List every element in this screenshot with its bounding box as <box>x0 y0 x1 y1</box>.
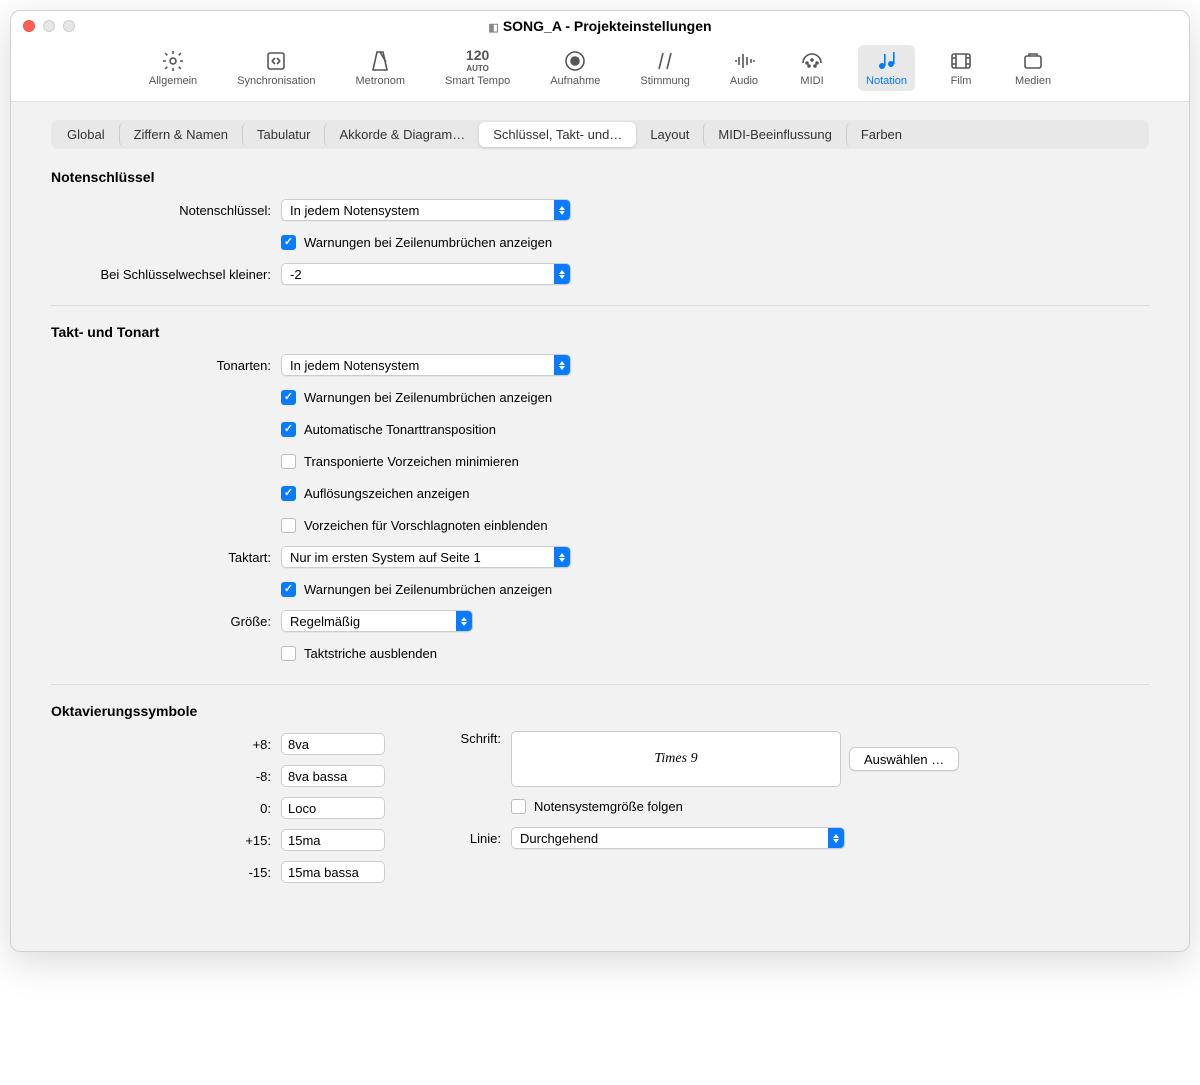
line-label: Linie: <box>445 831 511 846</box>
zoom-icon[interactable] <box>63 20 75 32</box>
film-icon <box>947 49 975 73</box>
key-cb4[interactable] <box>281 486 296 501</box>
media-icon <box>1019 49 1047 73</box>
close-icon[interactable] <box>23 20 35 32</box>
midi-icon <box>798 49 826 73</box>
toolbar-allgemein[interactable]: Allgemein <box>141 45 205 91</box>
notation-icon <box>873 49 901 73</box>
divider <box>51 305 1149 306</box>
oct-m8-field[interactable]: 8va bassa <box>281 765 385 787</box>
toolbar-smart-tempo[interactable]: 120AUTO Smart Tempo <box>437 45 518 91</box>
timesig-label: Taktart: <box>51 550 281 565</box>
toolbar-metronom[interactable]: Metronom <box>347 45 413 91</box>
oct-0-field[interactable]: Loco <box>281 797 385 819</box>
section-oct-title: Oktavierungssymbole <box>51 703 1149 719</box>
chevron-updown-icon <box>828 828 844 848</box>
divider <box>51 684 1149 685</box>
content-area: Global Ziffern & Namen Tabulatur Akkorde… <box>11 102 1189 951</box>
clef-smaller-select[interactable]: -2 <box>281 263 571 285</box>
oct-m15-field[interactable]: 15ma bassa <box>281 861 385 883</box>
audio-icon <box>730 49 758 73</box>
subtab-bar: Global Ziffern & Namen Tabulatur Akkorde… <box>51 120 1149 149</box>
minimize-icon[interactable] <box>43 20 55 32</box>
toolbar-film[interactable]: Film <box>939 45 983 91</box>
sync-icon <box>262 49 290 73</box>
line-select[interactable]: Durchgehend <box>511 827 845 849</box>
subtab-midi-beeinflussung[interactable]: MIDI-Beeinflussung <box>703 122 845 147</box>
key-cb3[interactable] <box>281 454 296 469</box>
chevron-updown-icon <box>554 547 570 567</box>
font-preview: Times 9 <box>511 731 841 787</box>
key-cb5[interactable] <box>281 518 296 533</box>
chevron-updown-icon <box>554 200 570 220</box>
traffic-lights <box>23 20 75 32</box>
clef-warn-label: Warnungen bei Zeilenumbrüchen anzeigen <box>304 235 552 250</box>
titlebar: ◧SONG_A - Projekteinstellungen <box>11 11 1189 41</box>
toolbar-stimmung[interactable]: Stimmung <box>632 45 698 91</box>
keysig-label: Tonarten: <box>51 358 281 373</box>
size-select[interactable]: Regelmäßig <box>281 610 473 632</box>
font-label: Schrift: <box>445 731 511 746</box>
settings-window: ◧SONG_A - Projekteinstellungen Allgemein… <box>10 10 1190 952</box>
window-title: ◧SONG_A - Projekteinstellungen <box>11 18 1189 34</box>
subtab-layout[interactable]: Layout <box>636 122 703 147</box>
choose-font-button[interactable]: Auswählen … <box>849 747 959 771</box>
subtab-tabulatur[interactable]: Tabulatur <box>242 122 324 147</box>
timesig-select[interactable]: Nur im ersten System auf Seite 1 <box>281 546 571 568</box>
key-cb2[interactable] <box>281 422 296 437</box>
clef-label: Notenschlüssel: <box>51 203 281 218</box>
size-label: Größe: <box>51 614 281 629</box>
subtab-global[interactable]: Global <box>53 122 119 147</box>
record-icon <box>561 49 589 73</box>
subtab-schluessel[interactable]: Schlüssel, Takt- und… <box>479 122 636 147</box>
toolbar-sync[interactable]: Synchronisation <box>229 45 323 91</box>
keysig-select[interactable]: In jedem Notensystem <box>281 354 571 376</box>
clef-warn-checkbox[interactable] <box>281 235 296 250</box>
key-cb1[interactable] <box>281 390 296 405</box>
toolbar-notation[interactable]: Notation <box>858 45 915 91</box>
main-toolbar: Allgemein Synchronisation Metronom 120AU… <box>11 41 1189 102</box>
follow-size-checkbox[interactable] <box>511 799 526 814</box>
metronome-icon <box>366 49 394 73</box>
toolbar-aufnahme[interactable]: Aufnahme <box>542 45 608 91</box>
smart-tempo-icon: 120AUTO <box>464 49 492 73</box>
chevron-updown-icon <box>554 264 570 284</box>
chevron-updown-icon <box>456 611 472 631</box>
section-key-title: Takt- und Tonart <box>51 324 1149 340</box>
section-clef-title: Notenschlüssel <box>51 169 1149 185</box>
subtab-farben[interactable]: Farben <box>846 122 916 147</box>
tuning-icon <box>651 49 679 73</box>
clef-select[interactable]: In jedem Notensystem <box>281 199 571 221</box>
toolbar-midi[interactable]: MIDI <box>790 45 834 91</box>
gear-icon <box>159 49 187 73</box>
subtab-ziffern[interactable]: Ziffern & Namen <box>119 122 242 147</box>
chevron-updown-icon <box>554 355 570 375</box>
oct-p15-field[interactable]: 15ma <box>281 829 385 851</box>
toolbar-medien[interactable]: Medien <box>1007 45 1059 91</box>
toolbar-audio[interactable]: Audio <box>722 45 766 91</box>
key-cb6[interactable] <box>281 582 296 597</box>
subtab-akkorde[interactable]: Akkorde & Diagram… <box>324 122 479 147</box>
clef-smaller-label: Bei Schlüsselwechsel kleiner: <box>51 267 281 282</box>
proxy-icon: ◧ <box>488 22 498 34</box>
key-cb7[interactable] <box>281 646 296 661</box>
oct-p8-field[interactable]: 8va <box>281 733 385 755</box>
